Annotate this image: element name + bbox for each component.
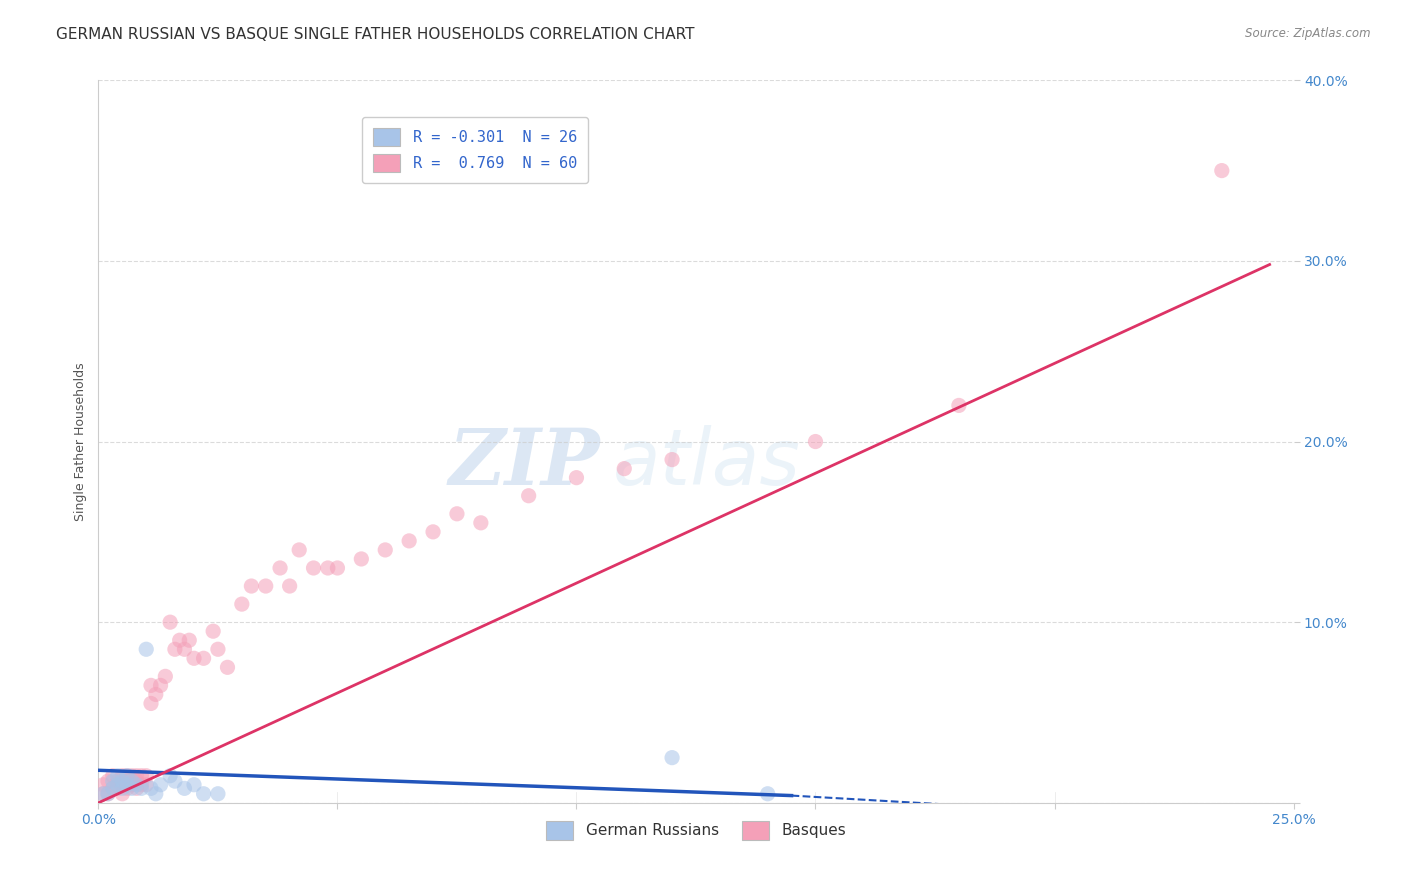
Point bbox=[661, 750, 683, 764]
Point bbox=[115, 769, 138, 783]
Point bbox=[91, 787, 114, 801]
Point bbox=[125, 769, 148, 783]
Point bbox=[269, 561, 291, 575]
Point bbox=[302, 561, 325, 575]
Point bbox=[183, 651, 205, 665]
Text: ZIP: ZIP bbox=[449, 425, 600, 501]
Point bbox=[145, 787, 167, 801]
Point bbox=[173, 642, 195, 657]
Point bbox=[398, 533, 420, 548]
Point bbox=[131, 769, 153, 783]
Point bbox=[139, 678, 162, 692]
Point bbox=[374, 542, 396, 557]
Point bbox=[159, 615, 181, 630]
Point bbox=[207, 642, 229, 657]
Point bbox=[173, 781, 195, 796]
Point bbox=[135, 642, 157, 657]
Point bbox=[240, 579, 263, 593]
Point bbox=[326, 561, 349, 575]
Point bbox=[288, 542, 311, 557]
Point bbox=[193, 651, 215, 665]
Point bbox=[115, 778, 138, 792]
Point bbox=[111, 774, 134, 789]
Point bbox=[97, 774, 120, 789]
Point bbox=[316, 561, 339, 575]
Point bbox=[115, 781, 138, 796]
Point bbox=[163, 642, 186, 657]
Point bbox=[804, 434, 827, 449]
Point bbox=[111, 781, 134, 796]
Point bbox=[115, 769, 138, 783]
Point bbox=[107, 769, 129, 783]
Point bbox=[163, 774, 186, 789]
Point bbox=[179, 633, 201, 648]
Point bbox=[565, 471, 588, 485]
Point bbox=[107, 778, 129, 792]
Point bbox=[278, 579, 301, 593]
Point bbox=[97, 787, 120, 801]
Text: atlas: atlas bbox=[613, 425, 800, 501]
Point bbox=[661, 452, 683, 467]
Point bbox=[121, 774, 143, 789]
Point bbox=[1211, 163, 1233, 178]
Point bbox=[121, 781, 143, 796]
Text: Source: ZipAtlas.com: Source: ZipAtlas.com bbox=[1246, 27, 1371, 40]
Point bbox=[111, 787, 134, 801]
Point bbox=[135, 769, 157, 783]
Point bbox=[139, 697, 162, 711]
Point bbox=[193, 787, 215, 801]
Point bbox=[131, 778, 153, 792]
Point bbox=[115, 774, 138, 789]
Point bbox=[91, 778, 114, 792]
Point bbox=[125, 781, 148, 796]
Point bbox=[139, 781, 162, 796]
Point bbox=[149, 778, 172, 792]
Point bbox=[111, 778, 134, 792]
Point bbox=[121, 769, 143, 783]
Point bbox=[107, 781, 129, 796]
Point bbox=[131, 781, 153, 796]
Point bbox=[97, 787, 120, 801]
Point bbox=[149, 678, 172, 692]
Point bbox=[948, 398, 970, 412]
Point bbox=[217, 660, 239, 674]
Point bbox=[111, 769, 134, 783]
Point bbox=[446, 507, 468, 521]
Point bbox=[207, 787, 229, 801]
Point bbox=[125, 774, 148, 789]
Point bbox=[756, 787, 779, 801]
Point bbox=[101, 774, 124, 789]
Text: GERMAN RUSSIAN VS BASQUE SINGLE FATHER HOUSEHOLDS CORRELATION CHART: GERMAN RUSSIAN VS BASQUE SINGLE FATHER H… bbox=[56, 27, 695, 42]
Point bbox=[169, 633, 191, 648]
Legend: German Russians, Basques: German Russians, Basques bbox=[540, 815, 852, 846]
Point bbox=[202, 624, 225, 639]
Point bbox=[517, 489, 540, 503]
Point bbox=[231, 597, 253, 611]
Point bbox=[613, 461, 636, 475]
Point bbox=[91, 787, 114, 801]
Y-axis label: Single Father Households: Single Father Households bbox=[75, 362, 87, 521]
Point bbox=[135, 778, 157, 792]
Point bbox=[107, 774, 129, 789]
Point bbox=[183, 778, 205, 792]
Point bbox=[145, 687, 167, 701]
Point bbox=[101, 781, 124, 796]
Point bbox=[159, 769, 181, 783]
Point bbox=[101, 769, 124, 783]
Point bbox=[125, 778, 148, 792]
Point bbox=[254, 579, 277, 593]
Point bbox=[121, 778, 143, 792]
Point bbox=[422, 524, 444, 539]
Point bbox=[155, 669, 177, 683]
Point bbox=[101, 781, 124, 796]
Point bbox=[350, 552, 373, 566]
Point bbox=[470, 516, 492, 530]
